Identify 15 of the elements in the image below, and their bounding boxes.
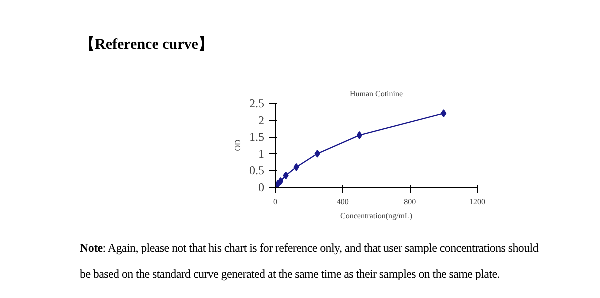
text: 【Reference curve】 (79, 35, 214, 55)
y-tick-label: 2.5 (250, 96, 264, 110)
y-tick-label: 0.5 (250, 164, 264, 178)
y-tick-label: 2 (258, 113, 264, 128)
x-tick-label: 800 (404, 198, 416, 206)
chart-subtitle: Human Cotinine (350, 90, 404, 98)
x-axis-title: Concentration(ng/mL) (340, 212, 413, 220)
x-tick-label: 0 (274, 198, 278, 206)
y-axis-title: OD (234, 140, 242, 152)
y-tick-label: 1 (258, 146, 264, 161)
y-tick-label: 0 (258, 180, 264, 194)
text: Note: Again, please not that his chart is for reference only, and that user sample concentrations should be based on the standard curve generated at the same time as their samples on the same plate. (80, 240, 540, 283)
x-tick-label: 400 (336, 198, 349, 206)
y-tick-label: 1.5 (250, 130, 264, 144)
x-tick-label: 1200 (470, 198, 486, 206)
